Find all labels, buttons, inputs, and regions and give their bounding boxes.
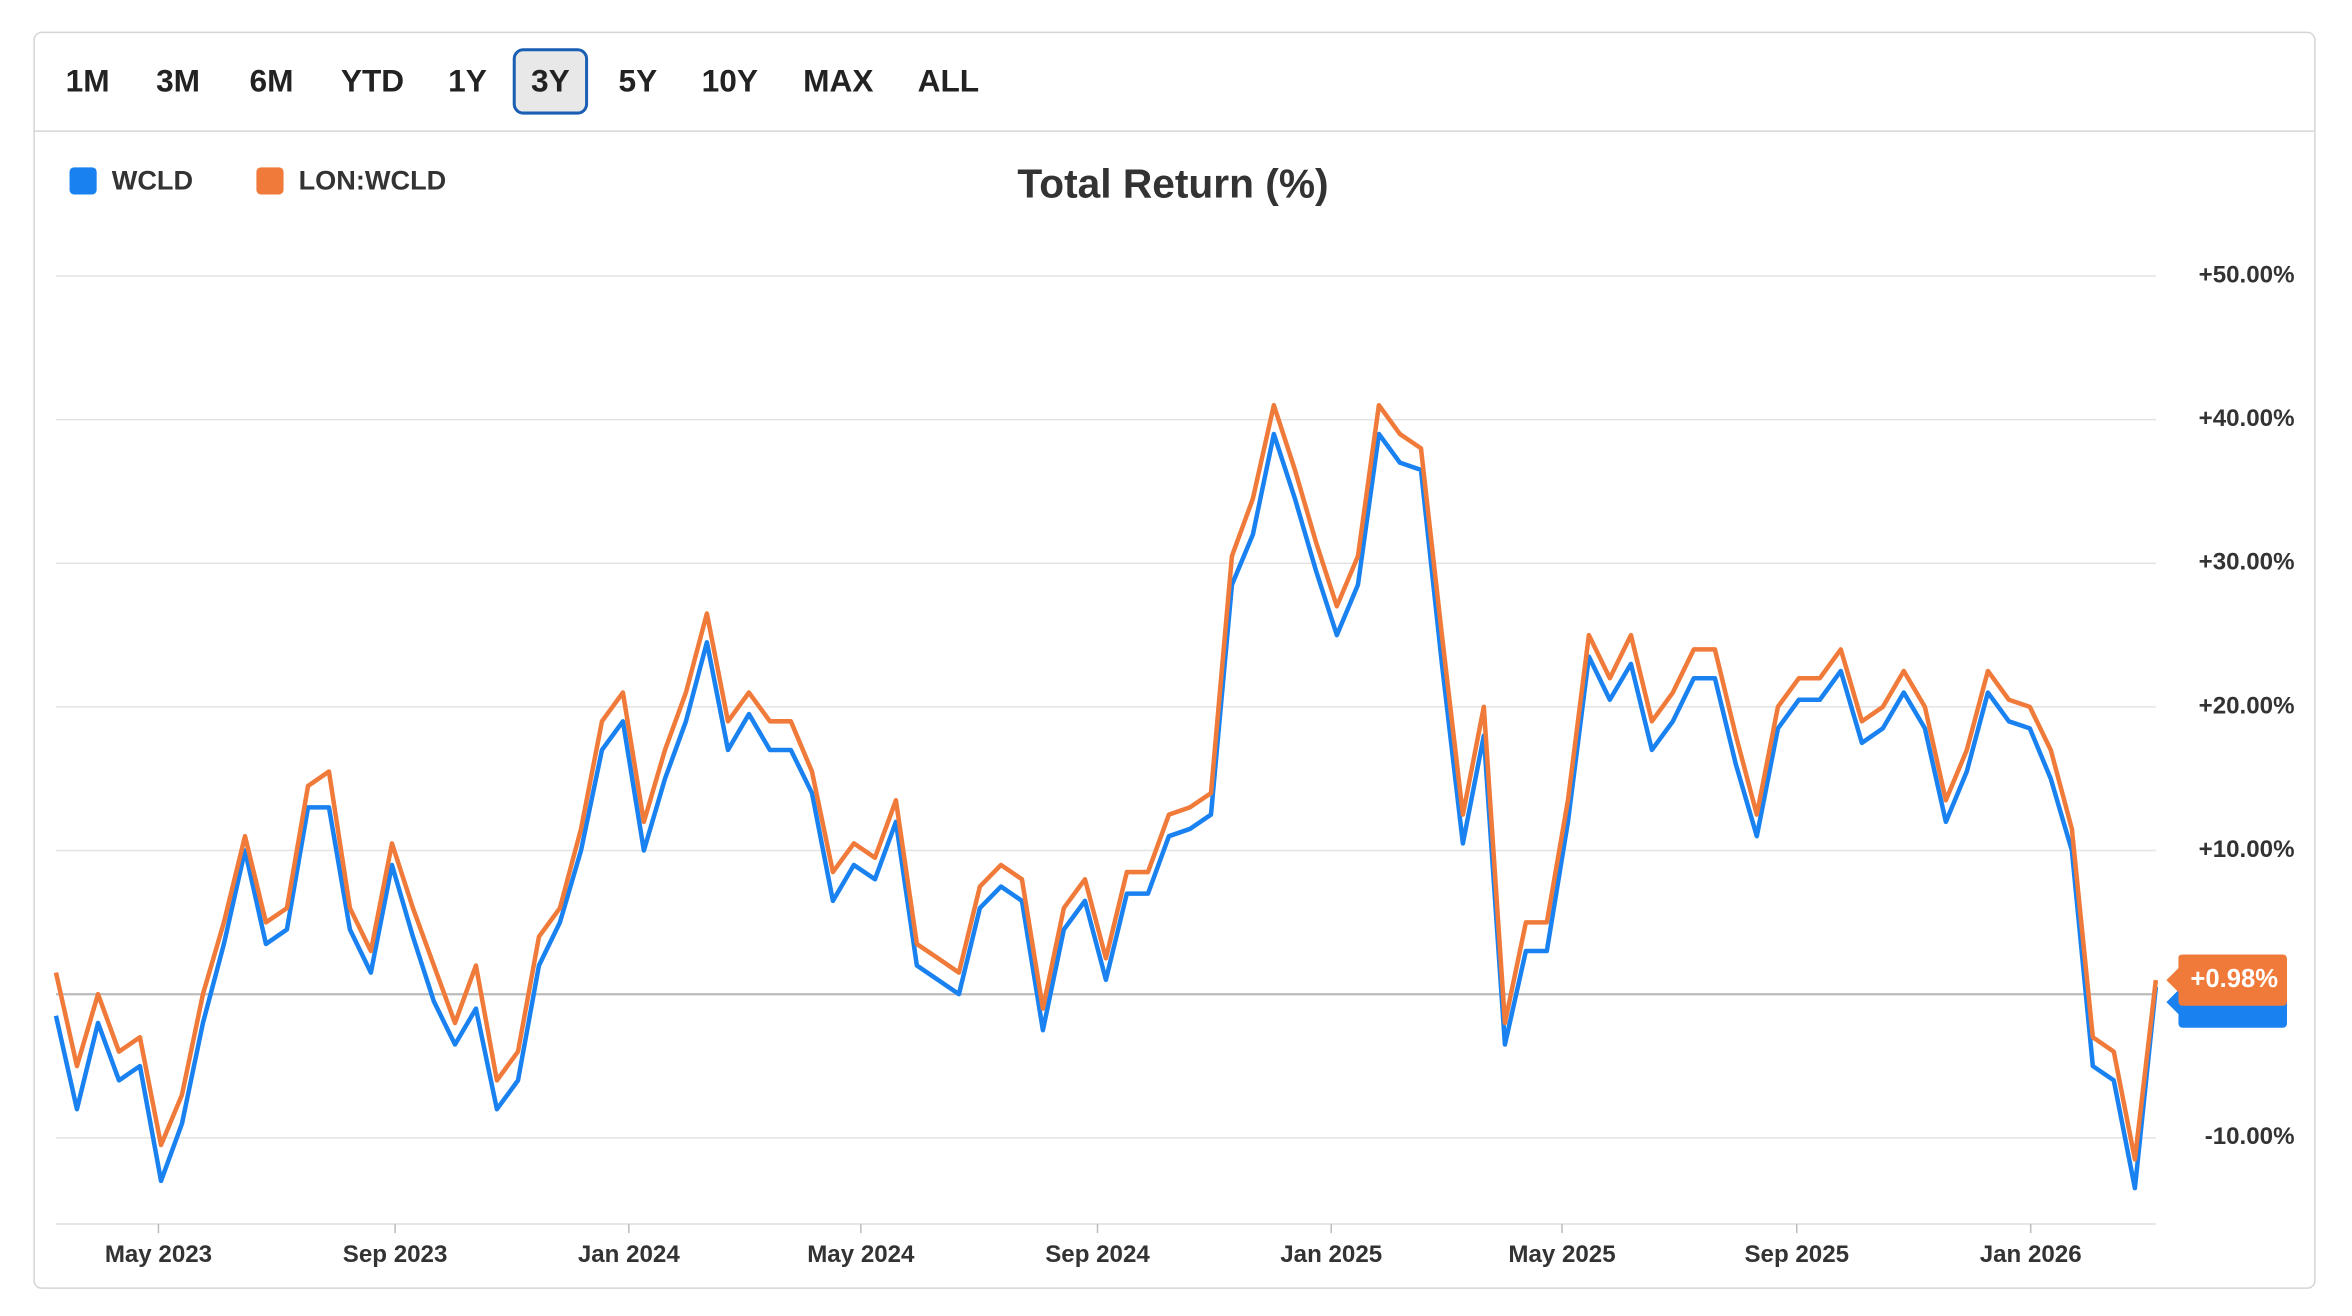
range-button[interactable]: 5Y xyxy=(618,62,657,98)
plot-area: WCLD LON:WCLD -10.00% +10.00% +20.00% +30.00%… xyxy=(53,165,2295,1268)
range-button[interactable]: 1Y xyxy=(448,62,487,98)
series-line xyxy=(53,402,2159,1162)
y-tick-label: +20.00% xyxy=(2199,692,2295,719)
x-tick-label: Jan 2024 xyxy=(578,1241,680,1268)
series-line xyxy=(53,431,2159,1191)
range-button[interactable]: 10Y xyxy=(702,62,758,98)
y-tick-label: +50.00% xyxy=(2199,261,2295,288)
widget-frame xyxy=(33,31,2316,1289)
range-button[interactable]: 3M xyxy=(156,62,200,98)
legend-label: WCLD xyxy=(112,165,193,196)
y-tick-label: +10.00% xyxy=(2199,836,2295,863)
range-button[interactable]: ALL xyxy=(918,62,980,98)
x-tick-label: May 2025 xyxy=(1508,1241,1615,1268)
last-value-label: +0.98% xyxy=(2190,965,2278,993)
range-button[interactable]: 6M xyxy=(250,62,294,98)
y-tick-label: -10.00% xyxy=(2205,1123,2295,1150)
range-button[interactable]: MAX xyxy=(803,62,873,98)
last-value-badge xyxy=(2166,954,2287,1006)
x-tick-label: Jan 2026 xyxy=(1980,1241,2082,1268)
range-button[interactable]: 1M xyxy=(66,62,110,98)
legend-swatch xyxy=(69,167,97,195)
x-tick-label: Sep 2023 xyxy=(343,1241,448,1268)
legend-swatch xyxy=(256,167,284,195)
range-button[interactable]: 3Y xyxy=(531,62,570,98)
range-toolbar: 1M 3M 6M YTD 1Y 3Y 5Y 10Y MAX ALL xyxy=(66,48,980,115)
chart-title: Total Return (%) xyxy=(1017,161,1328,207)
y-tick-label: +40.00% xyxy=(2199,405,2295,432)
x-tick-label: May 2024 xyxy=(807,1241,915,1268)
x-tick-label: May 2023 xyxy=(105,1241,212,1268)
range-button[interactable]: YTD xyxy=(341,62,404,98)
selected-range-highlight[interactable] xyxy=(512,48,589,115)
y-tick-label: +30.00% xyxy=(2199,549,2295,576)
legend-label: LON:WCLD xyxy=(299,165,447,196)
x-tick-label: Sep 2024 xyxy=(1045,1241,1150,1268)
x-tick-label: Sep 2025 xyxy=(1744,1241,1849,1268)
x-tick-label: Jan 2025 xyxy=(1280,1241,1382,1268)
